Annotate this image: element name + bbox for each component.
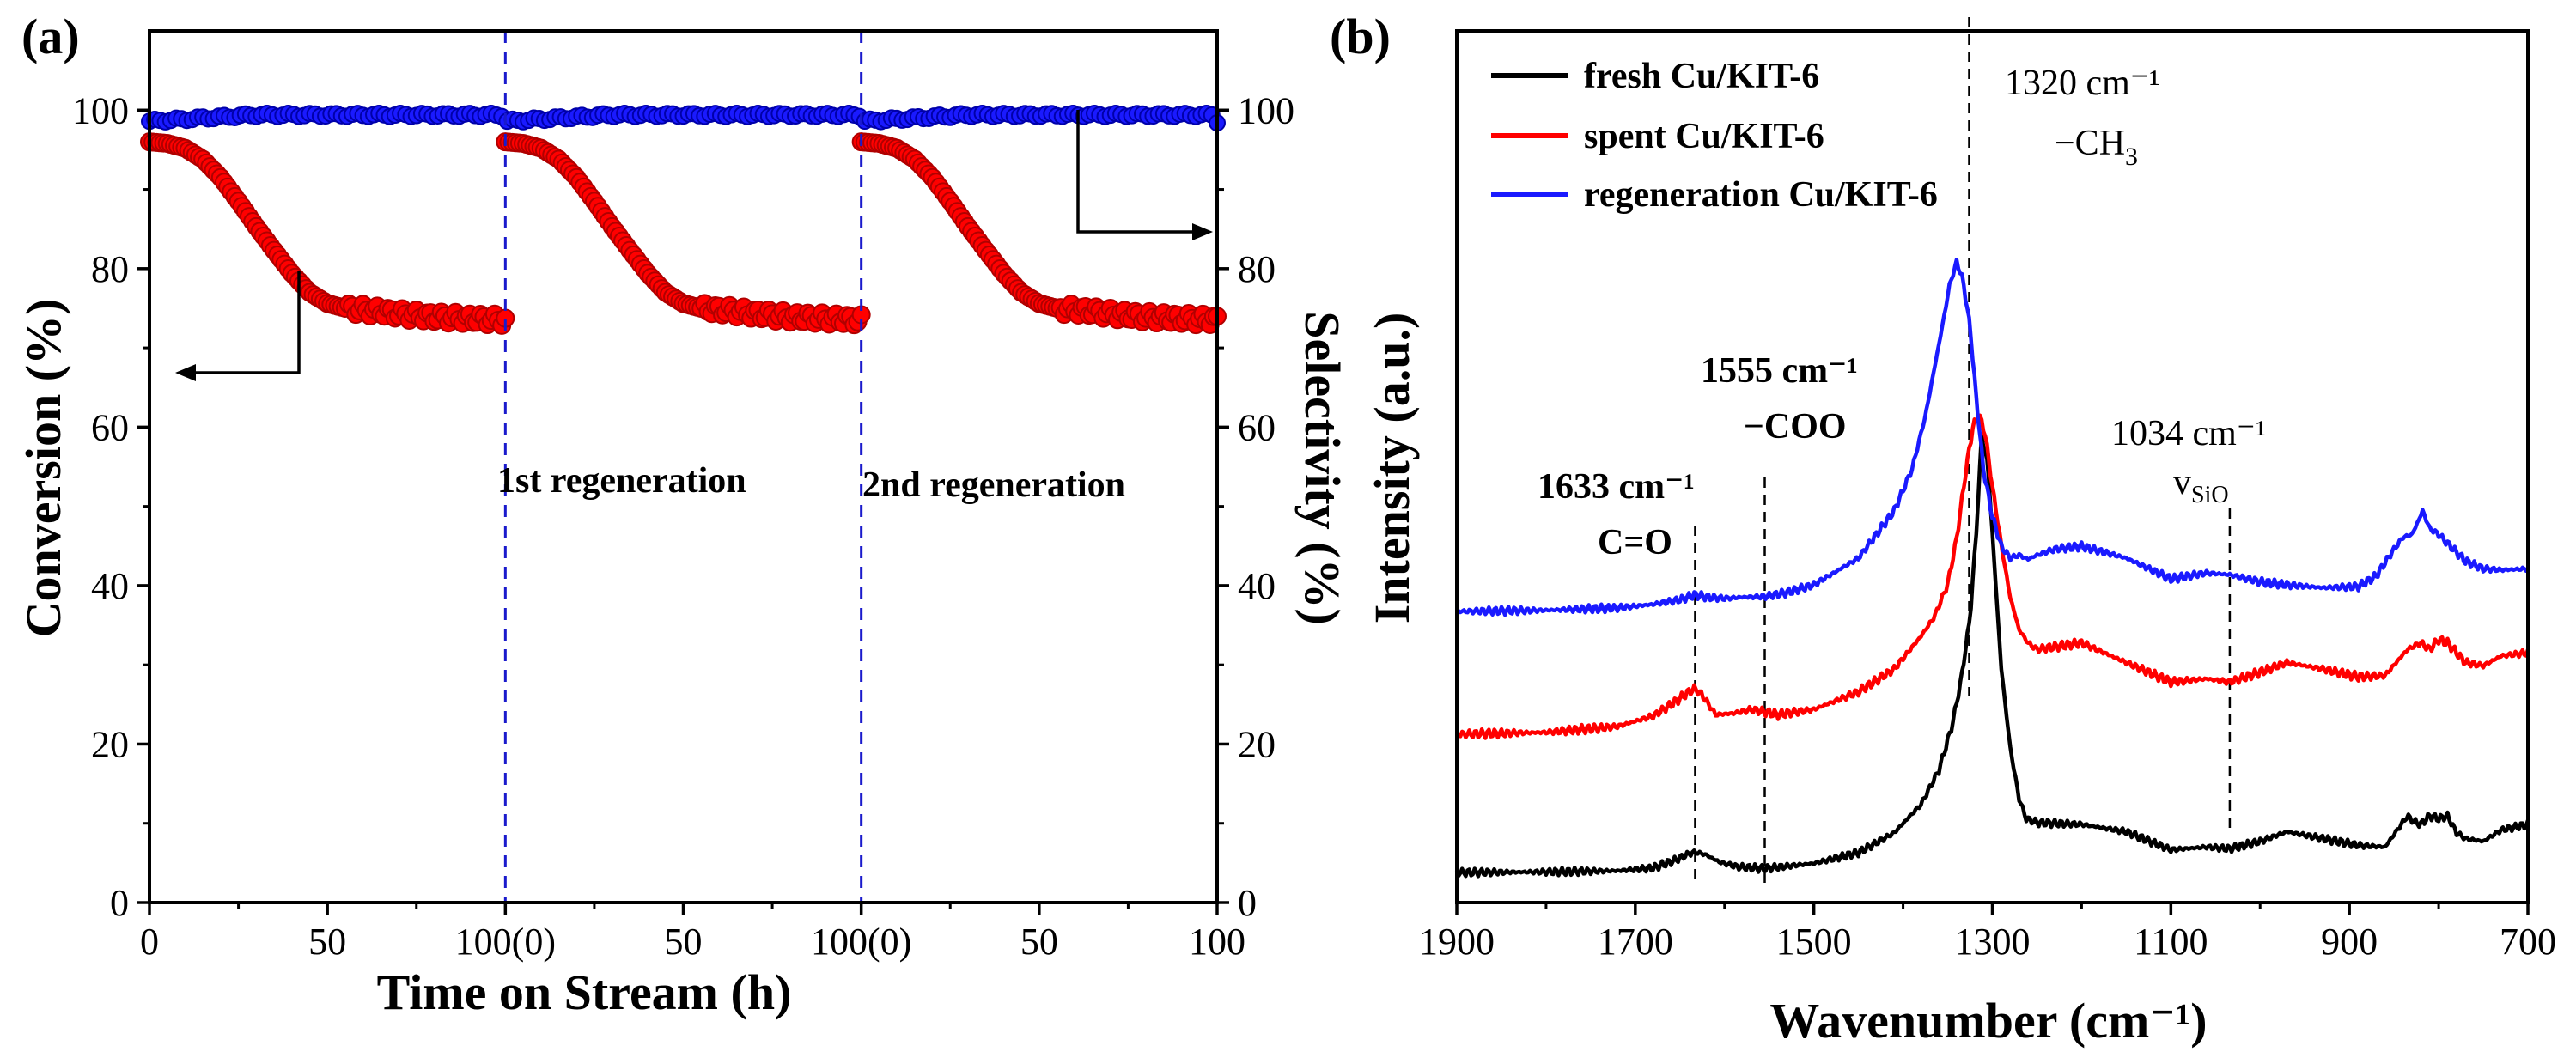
panel-a-right-tick-label: 100 xyxy=(1238,89,1294,131)
panel-b-legend: fresh Cu/KIT-6 spent Cu/KIT-6 regenerati… xyxy=(1491,57,1938,215)
annotation-1034-wavenumber: 1034 cm⁻¹ xyxy=(2111,414,2267,453)
spectrum-line-spent xyxy=(1454,413,2530,740)
panel-a-x-tick-label: 100 xyxy=(1189,921,1245,963)
legend-label-regeneration: regeneration Cu/KIT-6 xyxy=(1584,175,1938,215)
annotation-1034-group: vSiO xyxy=(2173,463,2229,508)
panel-b-spectra xyxy=(1454,258,2530,879)
panel-a-left-axis-label: Conversion (%) xyxy=(15,299,71,638)
annotation-1633-group: C=O xyxy=(1598,523,1672,562)
panel-a-left-tick-label: 0 xyxy=(110,882,129,924)
panel-b-x-axis-label: Wavenumber (cm⁻¹) xyxy=(1769,993,2207,1049)
legend-label-spent: spent Cu/KIT-6 xyxy=(1584,117,1824,156)
panel-a-x-tick-label: 100(0) xyxy=(811,921,911,963)
panel-a-regeneration-lines xyxy=(503,31,863,903)
panel-b-x-tick-label: 1900 xyxy=(1419,921,1495,963)
panel-a-x-axis-label: Time on Stream (h) xyxy=(377,964,792,1020)
panel-b: (b) 1900 1700 1500 1300 1100 900 700 Wavenumbe… xyxy=(1330,9,2556,1049)
panel-a-x-tick-label: 0 xyxy=(140,921,159,963)
panel-a-regeneration-label-1: 1st regeneration xyxy=(497,461,746,501)
legend-label-regeneration-text: regeneration Cu/KIT-6 xyxy=(1584,175,1938,215)
annotation-1320-group: −CH3 xyxy=(2055,124,2138,171)
panel-b-x-tick-label: 1500 xyxy=(1776,921,1852,963)
panel-a-conversion-axis-arrow xyxy=(175,271,301,381)
panel-b-x-tick-label: 1700 xyxy=(1598,921,1673,963)
annotation-1320-wavenumber: 1320 cm⁻¹ xyxy=(2005,64,2160,103)
panel-b-x-tick-label: 900 xyxy=(2321,921,2378,963)
panel-b-ticks: 1900 1700 1500 1300 1100 900 700 xyxy=(1419,903,2556,963)
annotation-1034: 1034 cm⁻¹ vSiO xyxy=(2111,414,2267,508)
panel-a-regeneration-label-2: 2nd regeneration xyxy=(862,465,1125,505)
panel-a-ticks: 0 50 100(0) 50 100(0) 50 100020406080100020406… xyxy=(72,89,1294,963)
annotation-1555: 1555 cm⁻¹ −COO xyxy=(1701,351,1858,447)
legend-label-fresh: fresh Cu/KIT-6 xyxy=(1584,57,1819,96)
panel-a-data-marks xyxy=(140,104,1227,335)
annotation-1633-wavenumber: 1633 cm⁻¹ xyxy=(1538,467,1695,507)
panel-a-left-tick-label: 40 xyxy=(91,565,129,607)
panel-b-peak-guides xyxy=(1694,17,2232,885)
panel-a-left-tick-label: 60 xyxy=(91,406,129,448)
panel-a-right-tick-label: 40 xyxy=(1238,565,1276,607)
spectrum-line-fresh xyxy=(1454,433,2530,879)
panel-a-x-tick-label: 50 xyxy=(308,921,346,963)
panel-a-left-tick-label: 80 xyxy=(91,248,129,290)
panel-a-x-tick-label: 50 xyxy=(665,921,703,963)
panel-a-right-tick-label: 60 xyxy=(1238,406,1276,448)
panel-a-right-tick-label: 0 xyxy=(1238,882,1257,924)
panel-a-right-axis-label: Selectivity (%) xyxy=(1294,311,1350,625)
panel-b-x-tick-label: 1100 xyxy=(2134,921,2208,963)
annotation-1320: 1320 cm⁻¹ −CH3 xyxy=(2005,64,2160,171)
panel-a-left-tick-label: 100 xyxy=(72,89,129,131)
annotation-1555-wavenumber: 1555 cm⁻¹ xyxy=(1701,351,1858,391)
panel-a-x-tick-label: 100(0) xyxy=(455,921,556,963)
panel-b-x-tick-label: 700 xyxy=(2500,921,2556,963)
panel-b-x-tick-label: 1300 xyxy=(1955,921,2031,963)
spectrum-line-regeneration xyxy=(1456,258,2530,617)
panel-a-x-tick-label: 50 xyxy=(1020,921,1058,963)
annotation-1633: 1633 cm⁻¹ C=O xyxy=(1538,467,1695,562)
panel-b-label: (b) xyxy=(1330,9,1391,64)
panel-a-right-tick-label: 20 xyxy=(1238,723,1276,765)
annotation-1555-group: −COO xyxy=(1744,407,1847,447)
panel-b-y-axis-label: Intensity (a.u.) xyxy=(1364,313,1420,624)
panel-a-right-tick-label: 80 xyxy=(1238,248,1276,290)
panel-a: (a) 0 50 100(0) 50 100(0) 50 10002040608010002… xyxy=(15,9,1350,1020)
panel-a-selectivity-axis-arrow xyxy=(1076,110,1213,240)
panel-a-left-tick-label: 20 xyxy=(91,723,129,765)
panel-a-label: (a) xyxy=(21,9,80,64)
